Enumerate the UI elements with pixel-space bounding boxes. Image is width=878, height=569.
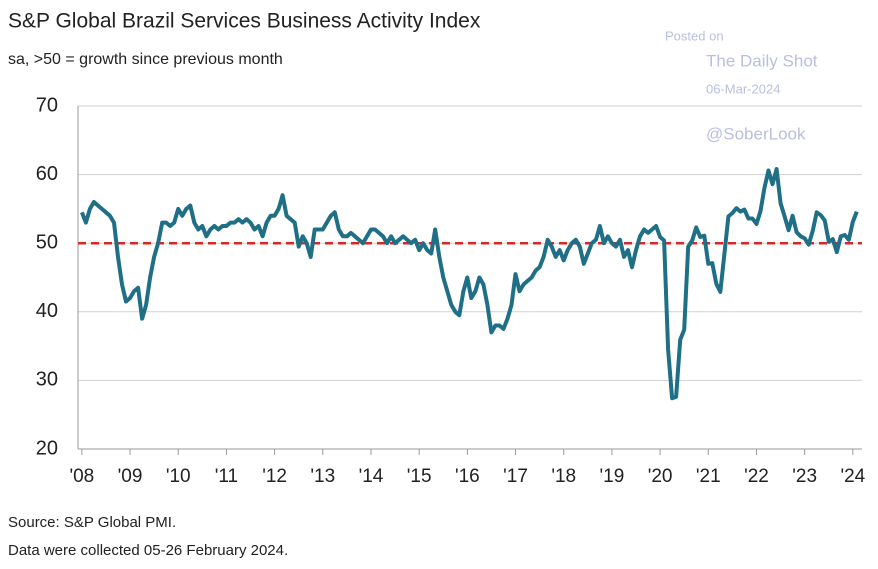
x-tick-label: '24 [840,466,865,487]
x-tick-label: '14 [359,466,384,487]
chart-subtitle: sa, >50 = growth since previous month [8,51,283,68]
x-tick-label: '19 [600,466,625,487]
x-tick-label: '10 [166,466,191,487]
line [80,167,859,401]
x-tick-label: '13 [310,466,335,487]
x-tick-label: '17 [503,466,528,487]
watermark: Posted on [665,28,724,43]
watermark: @SoberLook [706,124,806,143]
x-tick-label: '20 [648,466,673,487]
y-tick-label: 70 [36,94,58,116]
x-tick-label: '21 [696,466,721,487]
x-tick-label: '22 [744,466,769,487]
y-tick-label: 40 [36,300,58,322]
x-tick-label: '09 [118,466,143,487]
x-tick-label: '12 [262,466,287,487]
x-tick-label: '18 [551,466,576,487]
note: Data were collected 05-26 February 2024. [8,542,288,559]
y-tick-label: 50 [36,231,58,253]
x-tick-label: '11 [215,466,238,487]
x-tick-label: '23 [792,466,817,487]
watermark: 06-Mar-2024 [706,81,780,96]
chart-title: S&P Global Brazil Services Business Acti… [8,10,481,33]
y-tick-label: 60 [36,163,58,185]
x-tick-label: '15 [407,466,432,487]
x-tick-label: '08 [69,466,94,487]
watermark: The Daily Shot [706,51,818,70]
source: Source: S&P Global PMI. [8,514,176,531]
x-tick-label: '16 [455,466,480,487]
y-tick-label: 30 [36,369,58,391]
y-tick-label: 20 [36,437,58,459]
